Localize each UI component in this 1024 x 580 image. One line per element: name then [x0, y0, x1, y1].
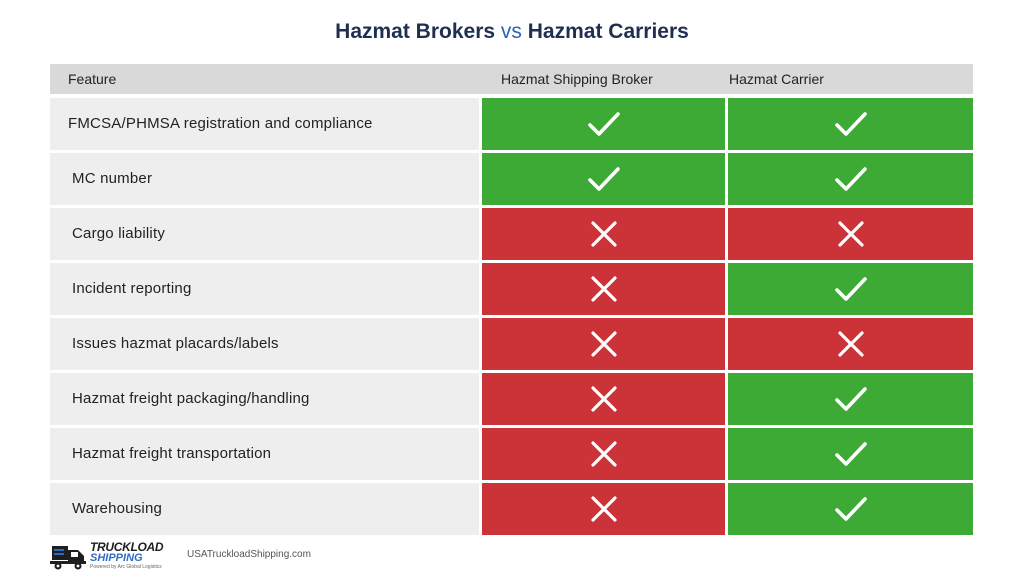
table-row: MC number	[50, 153, 973, 205]
carrier-cell	[728, 483, 973, 535]
page-title: Hazmat Brokers vs Hazmat Carriers	[0, 20, 1024, 44]
carrier-cell	[728, 153, 973, 205]
broker-cell	[482, 483, 725, 535]
checkmark-icon	[586, 109, 622, 139]
carrier-cell	[728, 373, 973, 425]
truck-icon	[50, 546, 86, 570]
title-brokers: Hazmat Brokers	[335, 20, 496, 43]
broker-cell	[482, 153, 725, 205]
checkmark-icon	[833, 494, 869, 524]
checkmark-icon	[833, 384, 869, 414]
carrier-cell	[728, 98, 973, 150]
broker-cell	[482, 98, 725, 150]
table-row: Issues hazmat placards/labels	[50, 318, 973, 370]
table-row: Hazmat freight packaging/handling	[50, 373, 973, 425]
feature-label: Cargo liability	[50, 208, 479, 260]
table-row: Cargo liability	[50, 208, 973, 260]
title-carriers: Hazmat Carriers	[527, 20, 689, 43]
carrier-cell	[728, 318, 973, 370]
header-broker: Hazmat Shipping Broker	[501, 71, 653, 87]
x-mark-icon	[589, 219, 619, 249]
table-row: Hazmat freight transportation	[50, 428, 973, 480]
feature-label: FMCSA/PHMSA registration and compliance	[50, 98, 479, 150]
broker-cell	[482, 428, 725, 480]
carrier-cell	[728, 208, 973, 260]
x-mark-icon	[589, 494, 619, 524]
website-link[interactable]: USATruckloadShipping.com	[187, 549, 311, 560]
brand-subname: SHIPPING	[90, 552, 143, 564]
feature-label: MC number	[50, 153, 479, 205]
feature-label: Incident reporting	[50, 263, 479, 315]
feature-label: Warehousing	[50, 483, 479, 535]
table-header: Feature Hazmat Shipping Broker Hazmat Ca…	[50, 64, 973, 94]
checkmark-icon	[833, 439, 869, 469]
feature-label: Issues hazmat placards/labels	[50, 318, 479, 370]
carrier-cell	[728, 263, 973, 315]
x-mark-icon	[836, 219, 866, 249]
broker-cell	[482, 318, 725, 370]
broker-cell	[482, 373, 725, 425]
broker-cell	[482, 208, 725, 260]
checkmark-icon	[833, 109, 869, 139]
title-vs: vs	[500, 20, 522, 43]
table-row: Incident reporting	[50, 263, 973, 315]
checkmark-icon	[586, 164, 622, 194]
x-mark-icon	[589, 274, 619, 304]
header-feature: Feature	[68, 71, 117, 87]
broker-cell	[482, 263, 725, 315]
feature-label: Hazmat freight transportation	[50, 428, 479, 480]
carrier-cell	[728, 428, 973, 480]
table-row: Warehousing	[50, 483, 973, 535]
header-carrier: Hazmat Carrier	[729, 71, 824, 87]
x-mark-icon	[589, 329, 619, 359]
brand-tagline: Powered by Arc Global Logistics	[90, 564, 162, 570]
x-mark-icon	[589, 384, 619, 414]
x-mark-icon	[836, 329, 866, 359]
feature-label: Hazmat freight packaging/handling	[50, 373, 479, 425]
checkmark-icon	[833, 164, 869, 194]
checkmark-icon	[833, 274, 869, 304]
table-row: FMCSA/PHMSA registration and compliance	[50, 98, 973, 150]
brand-logo: TRUCKLOAD SHIPPING Powered by Arc Global…	[50, 536, 175, 572]
x-mark-icon	[589, 439, 619, 469]
brand-name: TRUCKLOAD	[90, 540, 164, 554]
